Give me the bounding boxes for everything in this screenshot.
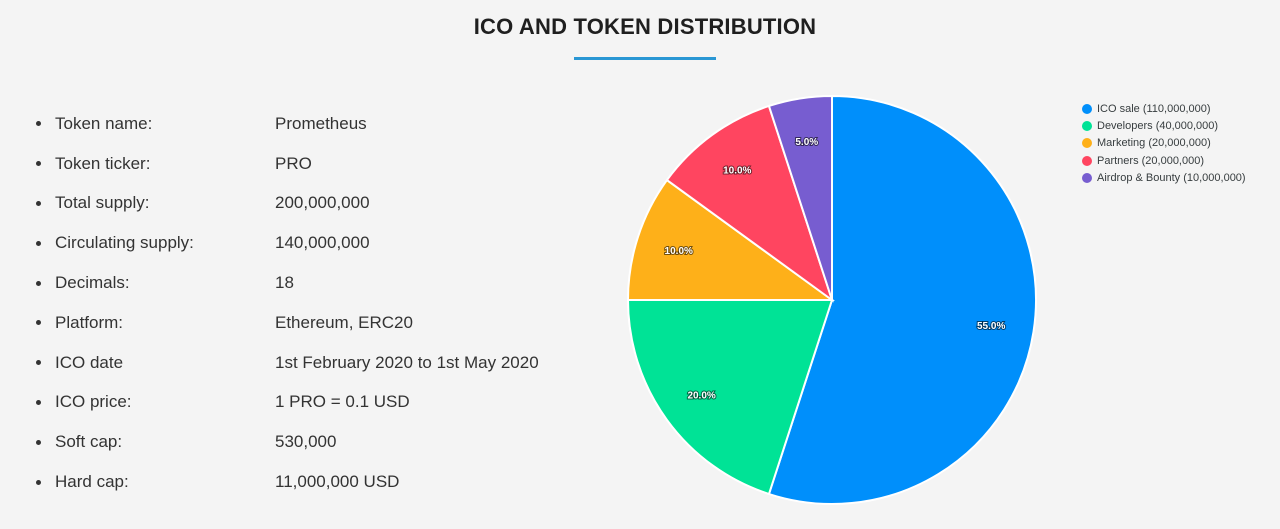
token-info-value: 1st February 2020 to 1st May 2020 — [275, 352, 539, 372]
token-info-list: Token name: Prometheus Token ticker: PRO Tot… — [36, 104, 539, 502]
token-info-row: Circulating supply: 140,000,000 — [36, 223, 539, 263]
legend-label: Developers (40,000,000) — [1097, 119, 1219, 132]
token-info-value: 140,000,000 — [275, 233, 370, 253]
token-info-label: Token name: — [55, 113, 153, 133]
pie-slice-label: 10.0% — [723, 166, 751, 177]
token-info-value: Prometheus — [275, 113, 367, 133]
token-info-label: Soft cap: — [55, 432, 123, 452]
legend-label: Airdrop & Bounty (10,000,000) — [1097, 171, 1246, 184]
legend-item[interactable]: Developers (40,000,000) — [1082, 117, 1246, 134]
bullet-icon — [36, 439, 41, 445]
page-title: ICO AND TOKEN DISTRIBUTION — [473, 14, 817, 39]
pie-slice[interactable] — [626, 178, 836, 301]
legend-item[interactable]: Partners (20,000,000) — [1082, 152, 1246, 169]
pie-slice-label: 10.0% — [665, 246, 693, 257]
legend-item[interactable]: Marketing (20,000,000) — [1082, 135, 1246, 152]
pie-slice[interactable] — [767, 94, 1037, 505]
token-info-label: Circulating supply: — [55, 233, 194, 253]
chart-legend: ICO sale (110,000,000) Developers (40,000… — [1082, 100, 1246, 186]
bullet-icon — [36, 200, 41, 206]
pie-slice-label: 5.0% — [795, 137, 818, 148]
pie-slice-label: 20.0% — [687, 391, 715, 402]
bullet-icon — [36, 161, 41, 167]
bullet-icon — [36, 479, 41, 485]
token-info-row: Total supply: 200,000,000 — [36, 184, 539, 224]
pie-slice-label: 55.0% — [977, 321, 1005, 332]
legend-label: Partners (20,000,000) — [1097, 154, 1205, 167]
token-info-label: Hard cap: — [55, 472, 129, 492]
token-info-row: Hard cap: 11,000,000 USD — [36, 462, 539, 502]
token-info-value: 18 — [275, 273, 294, 293]
legend-label: ICO sale (110,000,000) — [1097, 102, 1211, 115]
token-info-label: ICO date — [55, 352, 124, 372]
legend-marker-icon — [1082, 155, 1092, 166]
token-info-value: PRO — [275, 153, 312, 173]
token-info-row: Soft cap: 530,000 — [36, 422, 539, 462]
token-info-label: ICO price: — [55, 392, 132, 412]
token-info-row: ICO date 1st February 2020 to 1st May 202… — [36, 343, 539, 383]
legend-marker-icon — [1082, 172, 1092, 183]
token-info-row: Platform: Ethereum, ERC20 — [36, 303, 539, 343]
token-info-label: Platform: — [55, 312, 124, 332]
pie-slice[interactable] — [767, 94, 833, 301]
pie-slice[interactable] — [665, 104, 834, 303]
token-info-label: Total supply: — [55, 193, 150, 213]
token-info-value: 200,000,000 — [275, 193, 370, 213]
legend-marker-icon — [1082, 103, 1092, 114]
bullet-icon — [36, 121, 41, 127]
token-info-value: 1 PRO = 0.1 USD — [275, 392, 410, 412]
bullet-icon — [36, 240, 41, 246]
legend-item[interactable]: Airdrop & Bounty (10,000,000) — [1082, 169, 1246, 186]
token-info-row: ICO price: 1 PRO = 0.1 USD — [36, 383, 539, 423]
token-info-row: Token ticker: PRO — [36, 144, 539, 184]
bullet-icon — [36, 399, 41, 405]
bullet-icon — [36, 280, 41, 286]
legend-marker-icon — [1082, 138, 1092, 149]
token-info-label: Decimals: — [55, 273, 130, 293]
pie-slice[interactable] — [626, 299, 834, 496]
token-info-label: Token ticker: — [55, 153, 151, 173]
token-info-row: Decimals: 18 — [36, 263, 539, 303]
legend-item[interactable]: ICO sale (110,000,000) — [1082, 100, 1246, 117]
bullet-icon — [36, 320, 41, 326]
token-info-value: Ethereum, ERC20 — [275, 312, 413, 332]
bullet-icon — [36, 360, 41, 366]
token-info-value: 530,000 — [275, 432, 337, 452]
token-info-row: Token name: Prometheus — [36, 104, 539, 144]
legend-marker-icon — [1082, 120, 1092, 131]
legend-label: Marketing (20,000,000) — [1097, 137, 1211, 150]
title-underline — [574, 57, 716, 60]
token-info-value: 11,000,000 USD — [275, 472, 400, 492]
